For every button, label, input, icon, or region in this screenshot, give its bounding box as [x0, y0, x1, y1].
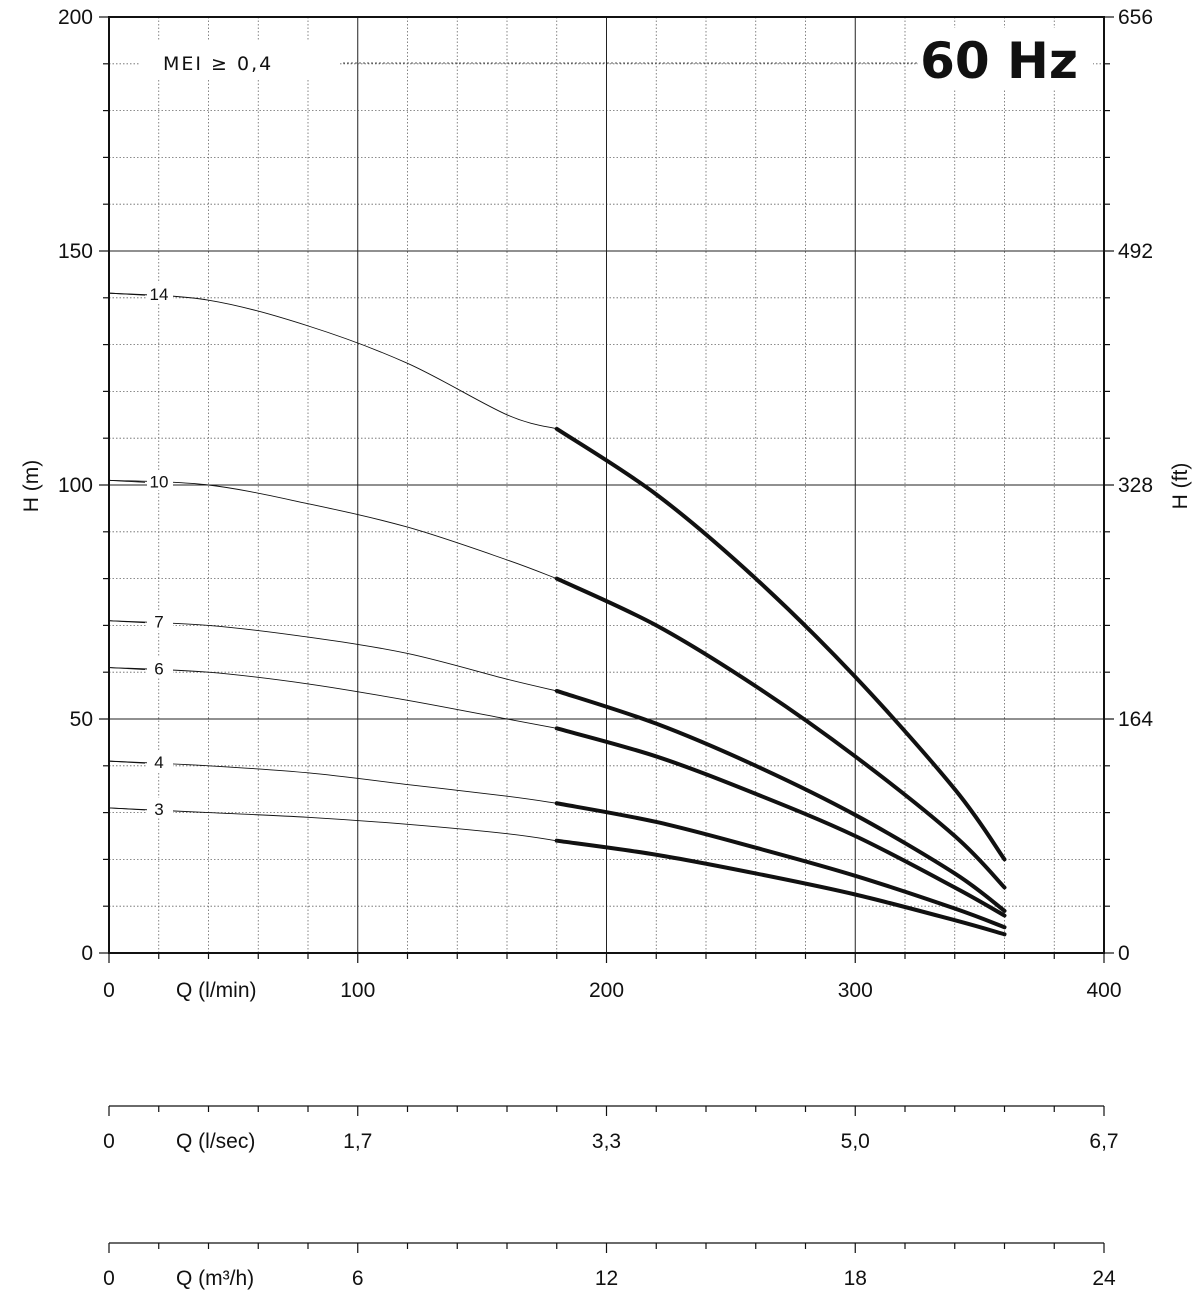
curve-label: 10 — [150, 472, 169, 491]
secondary-axis-tick-label: 18 — [844, 1267, 867, 1290]
curve-label: 4 — [154, 753, 163, 772]
secondary-axis-tick-label: 1,7 — [343, 1130, 372, 1153]
curve-14-preferred — [557, 429, 1005, 860]
y-tick-label-left: 100 — [58, 474, 93, 497]
secondary-axis-tick-label: 3,3 — [592, 1130, 621, 1153]
y-tick-label-left: 0 — [81, 942, 93, 965]
x-axis-title-m3h: Q (m³/h) — [176, 1267, 254, 1290]
curve-label: 7 — [154, 613, 163, 632]
y-tick-label-right: 328 — [1118, 474, 1153, 497]
x-axis-title-lsec: Q (l/sec) — [176, 1130, 255, 1153]
curve-label: 6 — [154, 660, 163, 679]
curve-10-thin — [109, 480, 557, 578]
curve-label: 3 — [154, 800, 163, 819]
curve-4-thin — [109, 761, 557, 803]
y-tick-label-right: 164 — [1118, 708, 1153, 731]
x-tick-label: 200 — [589, 979, 624, 1002]
chart-title-text: 60 Hz — [920, 32, 1078, 90]
curve-7-thin — [109, 621, 557, 691]
y-tick-label-right: 0 — [1118, 942, 1130, 965]
annotation: MEI ≥ 0,4 — [163, 53, 273, 75]
x-tick-label: 100 — [340, 979, 375, 1002]
x-tick-label: 400 — [1086, 979, 1121, 1002]
y-axis-title-right: H (ft) — [1169, 463, 1192, 510]
y-axis-title-left: H (m) — [20, 460, 43, 512]
secondary-axis-tick-label: 5,0 — [841, 1130, 870, 1153]
y-tick-label-left: 200 — [58, 6, 93, 29]
secondary-axis-tick-label: 0 — [103, 1267, 115, 1290]
secondary-axis-tick-label: 0 — [103, 1130, 115, 1153]
secondary-axis-tick-label: 12 — [595, 1267, 618, 1290]
secondary-axis-tick-label: 6,7 — [1089, 1130, 1118, 1153]
x-tick-label: 0 — [103, 979, 115, 1002]
secondary-axis-tick-label: 24 — [1092, 1267, 1116, 1290]
y-tick-label-right: 492 — [1118, 240, 1153, 263]
curve-label: 14 — [150, 285, 169, 304]
curve-14-thin — [109, 293, 557, 429]
curve-10-preferred — [557, 579, 1005, 888]
y-tick-label-right: 656 — [1118, 6, 1153, 29]
secondary-axis-tick-label: 6 — [352, 1267, 364, 1290]
y-tick-label-left: 50 — [70, 708, 93, 731]
y-tick-label-left: 150 — [58, 240, 93, 263]
x-tick-label: 300 — [838, 979, 873, 1002]
x-axis-title: Q (l/min) — [176, 979, 257, 1002]
